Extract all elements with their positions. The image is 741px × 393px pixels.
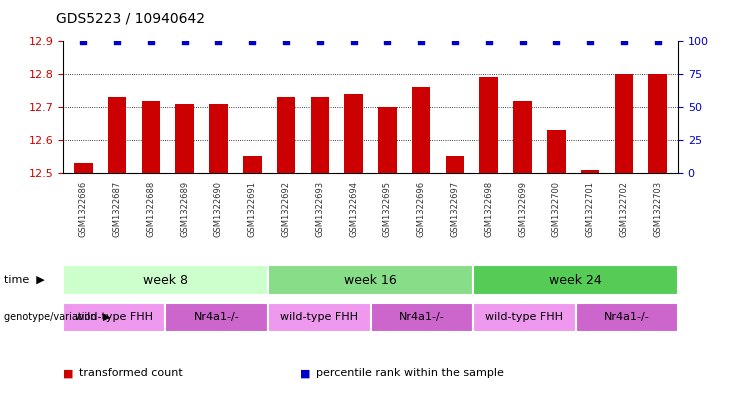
Point — [280, 38, 292, 44]
Bar — [648, 74, 667, 173]
Point — [145, 38, 157, 44]
Text: wild-type FHH: wild-type FHH — [485, 312, 563, 322]
Text: GDS5223 / 10940642: GDS5223 / 10940642 — [56, 12, 205, 26]
Text: Nr4a1-/-: Nr4a1-/- — [604, 312, 650, 322]
Text: wild-type FHH: wild-type FHH — [280, 312, 358, 322]
Bar — [479, 77, 498, 173]
Bar — [276, 97, 296, 173]
Bar — [165, 303, 268, 332]
Bar — [243, 156, 262, 173]
Bar — [268, 303, 370, 332]
Bar — [142, 101, 160, 173]
Bar — [378, 107, 396, 173]
Text: percentile rank within the sample: percentile rank within the sample — [316, 368, 505, 378]
Bar — [412, 87, 431, 173]
Bar — [370, 303, 473, 332]
Text: week 8: week 8 — [143, 274, 188, 286]
Point — [483, 38, 495, 44]
Bar — [345, 94, 363, 173]
Point — [449, 38, 461, 44]
Bar — [74, 163, 93, 173]
Bar — [310, 97, 329, 173]
Bar — [63, 303, 165, 332]
Bar — [581, 170, 599, 173]
Bar — [576, 303, 678, 332]
Bar — [445, 156, 465, 173]
Point — [314, 38, 326, 44]
Text: ■: ■ — [63, 368, 73, 378]
Bar — [473, 265, 678, 295]
Point — [246, 38, 258, 44]
Point — [516, 38, 528, 44]
Text: ■: ■ — [300, 368, 310, 378]
Text: Nr4a1-/-: Nr4a1-/- — [399, 312, 445, 322]
Point — [652, 38, 664, 44]
Text: transformed count: transformed count — [79, 368, 183, 378]
Text: Nr4a1-/-: Nr4a1-/- — [194, 312, 239, 322]
Bar — [63, 265, 268, 295]
Text: time  ▶: time ▶ — [4, 275, 44, 285]
Bar — [176, 104, 194, 173]
Bar — [473, 303, 576, 332]
Text: week 16: week 16 — [344, 274, 397, 286]
Text: wild-type FHH: wild-type FHH — [76, 312, 153, 322]
Point — [551, 38, 562, 44]
Bar — [614, 74, 634, 173]
Point — [111, 38, 123, 44]
Point — [618, 38, 630, 44]
Point — [584, 38, 596, 44]
Bar — [268, 265, 473, 295]
Bar — [209, 104, 227, 173]
Point — [213, 38, 225, 44]
Bar — [107, 97, 127, 173]
Point — [382, 38, 393, 44]
Point — [179, 38, 190, 44]
Bar — [514, 101, 532, 173]
Point — [77, 38, 89, 44]
Point — [348, 38, 359, 44]
Text: week 24: week 24 — [549, 274, 602, 286]
Bar — [547, 130, 565, 173]
Point — [415, 38, 427, 44]
Text: genotype/variation  ▶: genotype/variation ▶ — [4, 312, 110, 322]
